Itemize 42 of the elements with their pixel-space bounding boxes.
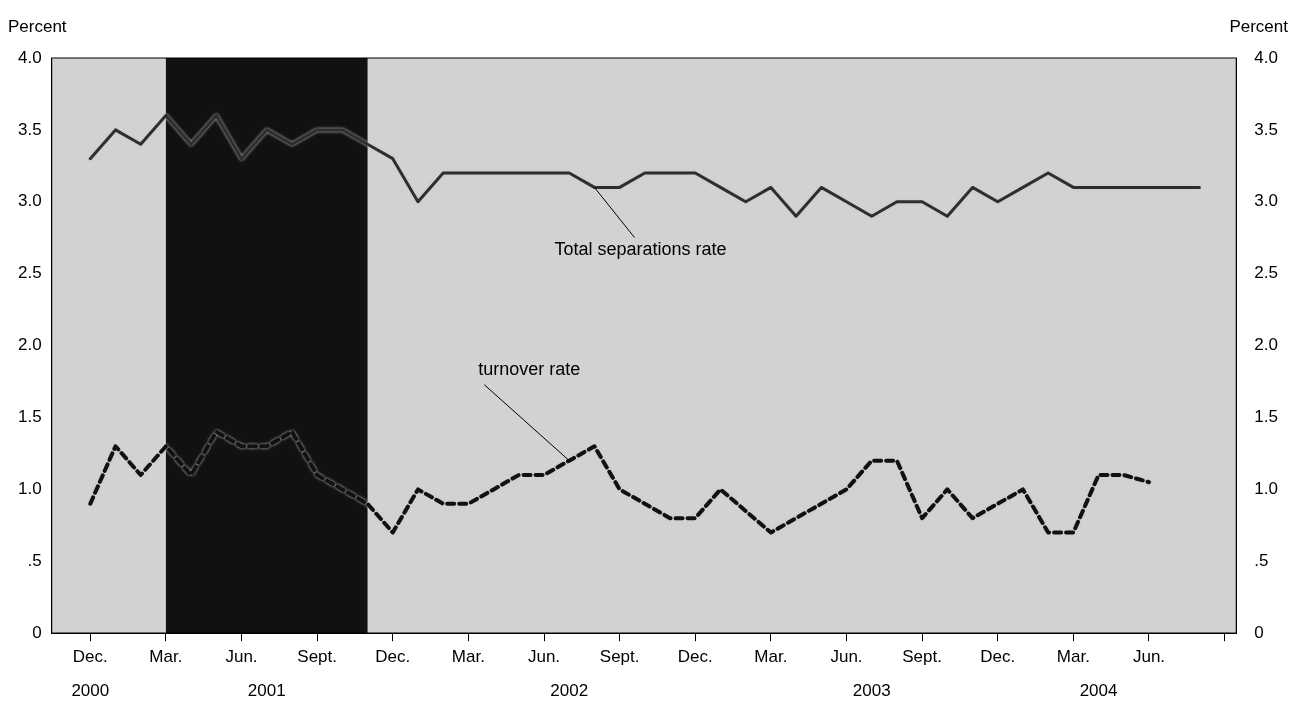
y-tick-label: .5: [27, 550, 42, 570]
y-tick-label: 3.5: [17, 119, 42, 139]
y2-tick-label: .5: [1254, 550, 1269, 570]
x-tick-label: Dec.: [72, 647, 108, 667]
y-tick-label: 3.0: [17, 191, 42, 211]
y2-axis-title: Percent: [1229, 17, 1289, 37]
x-tick-label: Jun.: [830, 647, 863, 667]
x2-tick-label: 2004: [1079, 681, 1118, 701]
x2-tick-label: 2001: [247, 681, 286, 701]
y2-tick-label: 1.5: [1254, 407, 1279, 427]
x-tick-label: Jun.: [1132, 647, 1166, 667]
y-tick-label: 4.0: [17, 47, 42, 67]
y2-tick-label: 3.0: [1254, 191, 1279, 211]
x-tick-label: Sept.: [902, 647, 942, 667]
x-tick-label: Dec.: [980, 647, 1016, 667]
text: turnover rate: [478, 358, 581, 379]
x-tick-label: Sept.: [297, 647, 337, 667]
x-tick-label: Mar.: [149, 647, 183, 667]
y2-tick-label: 1.0: [1254, 479, 1279, 499]
y-tick-label: 2.0: [17, 335, 42, 355]
y-tick-label: 1.5: [17, 407, 42, 427]
y-tick-label: 1.0: [17, 479, 42, 499]
x-tick-label: Dec.: [375, 647, 411, 667]
x-tick-label: Jun.: [527, 647, 561, 667]
y-tick-label: 0: [32, 622, 42, 642]
x-tick-label: Mar.: [451, 647, 485, 667]
y2-tick-label: 2.0: [1254, 335, 1279, 355]
x2-tick-label: 2003: [852, 681, 891, 701]
y2-tick-label: 3.5: [1254, 119, 1279, 139]
y-tick-label: 2.5: [17, 263, 42, 283]
y2-tick-label: 0: [1254, 622, 1264, 642]
y2-tick-label: 4.0: [1254, 47, 1279, 67]
x-tick-label: Mar.: [754, 647, 788, 667]
x-tick-label: Sept.: [599, 647, 640, 667]
x-tick-label: Jun.: [225, 647, 258, 667]
y-axis-title: Percent: [8, 17, 67, 37]
x2-tick-label: 2002: [550, 681, 589, 701]
x2-tick-label: 2000: [71, 681, 110, 701]
x-tick-label: Mar.: [1056, 647, 1090, 667]
text: Total separations rate: [554, 239, 727, 260]
y2-tick-label: 2.5: [1254, 263, 1279, 283]
x-tick-label: Dec.: [677, 647, 713, 667]
